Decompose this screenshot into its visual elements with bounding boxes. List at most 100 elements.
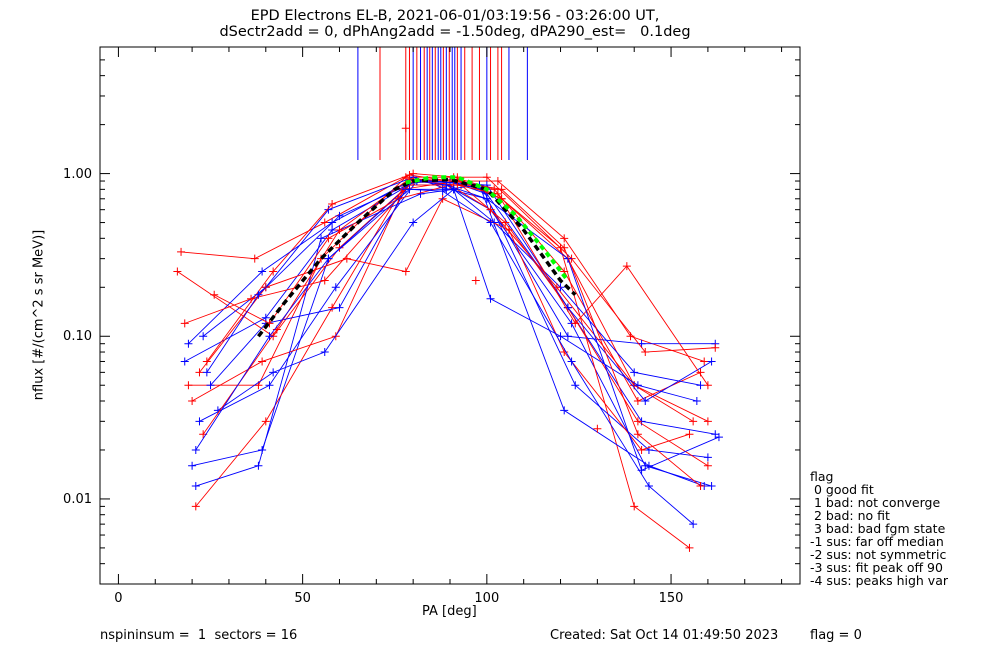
data-point-marker <box>320 348 329 357</box>
series-line <box>195 188 694 525</box>
data-point-marker <box>707 482 716 491</box>
data-point-marker <box>490 185 499 194</box>
x-axis-label: PA [deg] <box>422 604 477 619</box>
data-point-marker <box>438 187 447 196</box>
data-point-marker <box>265 381 274 390</box>
data-point-marker <box>497 185 506 194</box>
data-point-marker <box>692 396 701 405</box>
data-point-marker <box>556 332 565 341</box>
data-point-marker <box>644 482 653 491</box>
data-point-marker <box>504 226 513 235</box>
data-point-marker <box>202 368 211 377</box>
data-point-marker <box>401 267 410 276</box>
series-line <box>217 188 697 411</box>
data-point-marker <box>637 445 646 454</box>
legend-item: -3 sus: fit peak off 90 <box>810 560 943 575</box>
x-tick-label: 0 <box>114 591 123 606</box>
data-point-marker <box>486 294 495 303</box>
data-point-marker <box>261 417 270 426</box>
data-point-marker <box>324 205 333 214</box>
data-point-marker <box>703 461 712 470</box>
data-point-marker <box>482 173 491 182</box>
data-point-marker <box>711 343 720 352</box>
footer-flag: flag = 0 <box>810 628 862 643</box>
data-point-marker <box>622 262 631 271</box>
data-point-marker <box>689 417 698 426</box>
data-point-marker <box>254 461 263 470</box>
median-curve <box>257 177 577 338</box>
legend-item: 3 bad: bad fgm state <box>810 521 946 536</box>
data-point-marker <box>335 211 344 220</box>
data-point-marker <box>633 396 642 405</box>
data-point-marker <box>486 218 495 227</box>
data-point-marker <box>173 267 182 276</box>
data-point-marker <box>331 283 340 292</box>
legend-item: 1 bad: not converge <box>810 495 941 510</box>
series-line <box>184 180 709 386</box>
data-point-marker <box>328 303 337 312</box>
data-point-marker <box>560 234 569 243</box>
data-point-marker <box>409 218 418 227</box>
data-point-marker <box>560 243 569 252</box>
data-point-marker <box>320 218 329 227</box>
data-point-marker <box>685 430 694 439</box>
data-point-marker <box>258 357 267 366</box>
series-line <box>206 173 716 362</box>
data-point-marker <box>265 332 274 341</box>
data-point-marker <box>567 357 576 366</box>
legend-item: 0 good fit <box>810 482 874 497</box>
data-point-marker <box>324 254 333 263</box>
data-point-marker <box>703 453 712 462</box>
x-tick-label: 50 <box>294 591 311 606</box>
data-point-marker <box>493 177 502 186</box>
y-tick-label: 0.10 <box>63 329 92 345</box>
x-tick-label: 150 <box>658 591 684 606</box>
data-point-marker <box>493 189 502 198</box>
data-point-marker <box>633 381 642 390</box>
data-point-marker <box>571 319 580 328</box>
data-point-marker <box>254 290 263 299</box>
data-point-marker <box>328 200 337 209</box>
legend-item: -2 sus: not symmetric <box>810 547 947 562</box>
data-point-marker <box>184 381 193 390</box>
data-point-marker <box>633 430 642 439</box>
data-point-marker <box>571 381 580 390</box>
series-line <box>199 180 708 458</box>
axis-ticks <box>100 46 800 585</box>
data-point-marker <box>471 276 480 285</box>
data-point-marker <box>180 357 189 366</box>
data-point-marker <box>405 185 414 194</box>
legend-title: flag <box>810 469 834 484</box>
data-point-marker <box>401 124 410 133</box>
data-point-marker <box>630 502 639 511</box>
data-point-marker <box>191 502 200 511</box>
data-point-marker <box>269 368 278 377</box>
legend-item: -1 sus: far off median <box>810 534 944 549</box>
data-point-marker <box>177 247 186 256</box>
data-point-marker <box>696 482 705 491</box>
data-point-marker <box>703 417 712 426</box>
data-point-marker <box>641 396 650 405</box>
data-point-marker <box>195 368 204 377</box>
data-point-marker <box>206 381 215 390</box>
legend-item: -4 sus: peaks high var <box>810 573 949 588</box>
median-and-fit-curves <box>257 175 577 338</box>
data-point-marker <box>449 185 458 194</box>
data-point-marker <box>180 319 189 328</box>
data-point-marker <box>442 181 451 190</box>
data-point-marker <box>269 267 278 276</box>
data-point-marker <box>184 339 193 348</box>
data-point-marker <box>482 194 491 203</box>
data-point-marker <box>191 482 200 491</box>
data-point-marker <box>335 303 344 312</box>
data-point-marker <box>324 234 333 243</box>
data-point-marker <box>335 243 344 252</box>
data-point-marker <box>202 357 211 366</box>
y-tick-label: 1.00 <box>63 166 92 182</box>
data-point-marker <box>191 445 200 454</box>
fit-curve <box>405 175 570 282</box>
legend-item: 2 bad: no fit <box>810 508 890 523</box>
data-point-marker <box>328 226 337 235</box>
data-point-marker <box>199 332 208 341</box>
